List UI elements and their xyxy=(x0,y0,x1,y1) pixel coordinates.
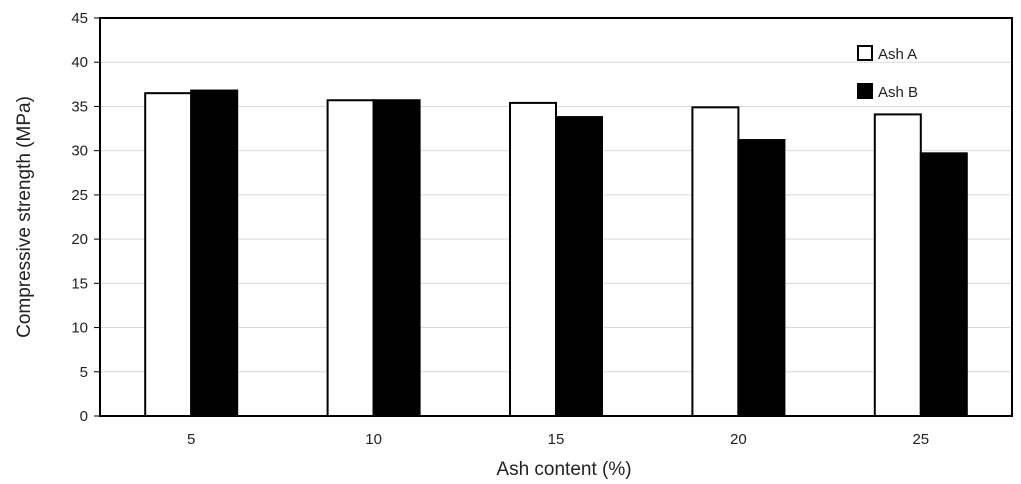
bar-ash-a-10 xyxy=(326,99,375,418)
y-tick-label: 20 xyxy=(71,231,88,248)
legend: Ash A Ash B xyxy=(857,45,918,101)
y-tick-label: 0 xyxy=(80,408,88,425)
bar-ash-a-5 xyxy=(144,92,193,418)
legend-swatch-ash-a xyxy=(857,45,873,61)
x-tick-label: 20 xyxy=(730,431,747,448)
y-axis-ticks: 0 5 10 15 20 25 30 35 40 45 xyxy=(71,10,100,425)
y-tick-label: 15 xyxy=(71,275,88,292)
y-tick-label: 45 xyxy=(71,10,88,27)
legend-label-ash-b: Ash B xyxy=(878,84,918,101)
bar-ash-b-25 xyxy=(919,152,968,417)
y-tick-label: 30 xyxy=(71,143,88,160)
bar-ash-b-5 xyxy=(190,89,239,417)
x-tick-label: 15 xyxy=(548,431,565,448)
x-axis-ticks: 5 10 15 20 25 xyxy=(187,431,929,448)
y-tick-label: 10 xyxy=(71,320,88,337)
bar-ash-a-25 xyxy=(873,113,922,417)
y-tick-label: 35 xyxy=(71,98,88,115)
bar-ash-b-10 xyxy=(372,99,421,418)
plot-frame xyxy=(99,17,1013,417)
y-axis-title: Compressive strength (MPa) xyxy=(14,96,35,338)
x-axis-title: Ash content (%) xyxy=(496,459,631,480)
bar-ash-b-20 xyxy=(737,139,786,417)
bar-ash-b-15 xyxy=(555,116,603,418)
bar-ash-a-20 xyxy=(691,106,740,417)
bar-ash-a-15 xyxy=(509,101,557,417)
legend-swatch-ash-b xyxy=(857,83,873,99)
x-tick-label: 10 xyxy=(365,431,382,448)
x-tick-label: 25 xyxy=(912,431,929,448)
y-tick-label: 5 xyxy=(80,364,88,381)
bars xyxy=(144,89,968,418)
legend-label-ash-a: Ash A xyxy=(878,46,917,63)
y-tick-label: 25 xyxy=(71,187,88,204)
y-tick-label: 40 xyxy=(71,54,88,71)
x-tick-label: 5 xyxy=(187,431,195,448)
